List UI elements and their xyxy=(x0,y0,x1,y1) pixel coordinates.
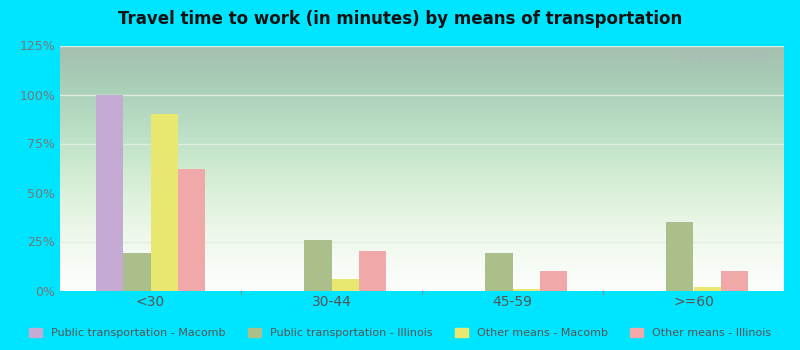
Bar xyxy=(150,114,178,290)
Bar xyxy=(331,279,358,290)
Legend: Public transportation - Macomb, Public transportation - Illinois, Other means - : Public transportation - Macomb, Public t… xyxy=(24,323,776,343)
Bar xyxy=(123,253,150,290)
Bar xyxy=(178,169,205,290)
Bar xyxy=(694,287,721,290)
Bar xyxy=(358,251,386,290)
Text: City-Data.com: City-Data.com xyxy=(681,50,770,63)
Bar xyxy=(96,94,123,290)
Bar xyxy=(513,288,540,290)
Bar xyxy=(304,239,331,290)
Bar xyxy=(666,222,694,290)
Text: Travel time to work (in minutes) by means of transportation: Travel time to work (in minutes) by mean… xyxy=(118,10,682,28)
Bar xyxy=(486,253,513,290)
Bar xyxy=(540,271,566,290)
Bar xyxy=(721,271,748,290)
